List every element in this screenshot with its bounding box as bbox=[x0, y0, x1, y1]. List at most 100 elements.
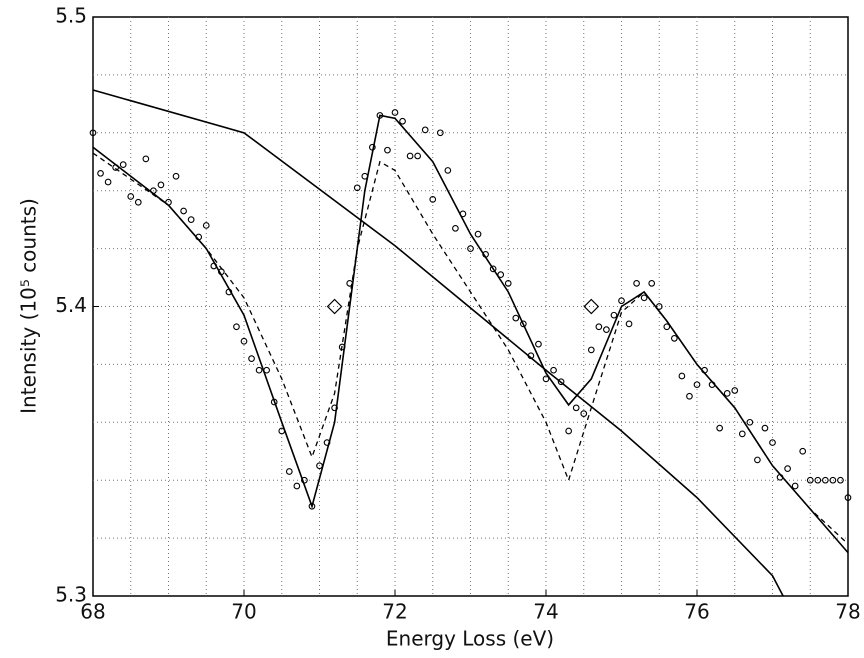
data-point bbox=[633, 279, 640, 287]
data-point bbox=[467, 245, 474, 252]
data-point bbox=[225, 288, 233, 296]
data-point bbox=[821, 476, 829, 484]
data-point bbox=[542, 375, 550, 383]
data-point bbox=[285, 468, 293, 475]
data-point bbox=[89, 129, 97, 137]
data-point bbox=[587, 346, 595, 354]
data-point bbox=[316, 462, 323, 470]
series-line bbox=[92, 114, 849, 554]
data-point bbox=[603, 326, 610, 334]
data-point bbox=[625, 320, 633, 328]
x-axis-title: Energy Loss (eV) bbox=[386, 627, 554, 651]
data-point bbox=[784, 465, 791, 472]
data-point bbox=[618, 297, 625, 305]
data-point bbox=[754, 456, 761, 464]
data-point bbox=[293, 482, 301, 490]
y-axis-title: Intensity (10⁵ counts) bbox=[17, 198, 41, 414]
data-point bbox=[837, 476, 844, 484]
data-point bbox=[746, 418, 754, 426]
data-point bbox=[723, 390, 731, 397]
data-point bbox=[218, 268, 225, 276]
data-point bbox=[769, 439, 776, 446]
data-point bbox=[142, 155, 150, 163]
data-point bbox=[716, 424, 724, 432]
data-point bbox=[384, 146, 391, 154]
data-point bbox=[210, 262, 218, 270]
data-point bbox=[338, 343, 346, 351]
data-point bbox=[263, 366, 271, 374]
data-point bbox=[323, 439, 331, 446]
y-tick-label: 5.4 bbox=[55, 293, 87, 317]
data-point bbox=[369, 143, 376, 151]
data-point bbox=[346, 279, 354, 287]
x-tick-label: 68 bbox=[80, 600, 105, 624]
diamond-marker bbox=[326, 298, 343, 315]
data-point bbox=[678, 372, 686, 380]
data-point bbox=[693, 381, 701, 389]
data-point bbox=[701, 366, 708, 374]
data-point bbox=[353, 184, 361, 192]
data-point bbox=[497, 271, 505, 279]
data-point bbox=[844, 494, 852, 501]
data-point bbox=[829, 476, 837, 484]
data-point bbox=[806, 476, 814, 484]
data-point bbox=[399, 117, 406, 125]
data-point bbox=[640, 294, 648, 302]
data-point bbox=[104, 178, 112, 186]
data-point bbox=[738, 430, 746, 438]
data-point bbox=[708, 381, 716, 389]
data-point bbox=[452, 224, 459, 232]
data-point bbox=[655, 303, 663, 310]
data-point bbox=[195, 233, 203, 241]
data-point bbox=[535, 340, 542, 348]
x-tick-label: 74 bbox=[533, 600, 558, 624]
data-point bbox=[301, 476, 308, 484]
y-tick-label: 5.3 bbox=[55, 583, 87, 607]
data-point bbox=[150, 187, 157, 195]
data-point bbox=[686, 392, 693, 400]
data-point bbox=[127, 193, 135, 200]
data-point bbox=[519, 320, 527, 328]
series-line bbox=[92, 89, 784, 597]
data-point bbox=[565, 427, 573, 435]
data-point bbox=[663, 323, 671, 331]
data-point bbox=[557, 378, 565, 386]
data-point bbox=[761, 424, 769, 432]
data-point bbox=[731, 387, 739, 394]
data-point bbox=[414, 152, 422, 160]
data-point bbox=[172, 172, 180, 180]
data-point bbox=[504, 279, 512, 287]
data-point bbox=[489, 265, 497, 273]
data-point bbox=[512, 314, 520, 322]
data-point bbox=[572, 404, 580, 412]
data-point bbox=[791, 482, 799, 490]
data-point bbox=[670, 334, 678, 342]
data-point bbox=[648, 279, 656, 287]
data-point bbox=[482, 251, 489, 258]
data-point bbox=[248, 355, 255, 362]
data-point bbox=[255, 366, 263, 374]
data-point bbox=[331, 404, 338, 412]
data-point bbox=[580, 410, 588, 417]
data-point bbox=[459, 210, 467, 218]
series-line bbox=[92, 152, 849, 545]
data-point bbox=[814, 476, 822, 484]
diamond-marker bbox=[583, 298, 600, 315]
data-point bbox=[157, 181, 165, 189]
data-point bbox=[527, 352, 535, 360]
data-point bbox=[474, 230, 482, 238]
x-tick-label: 72 bbox=[382, 600, 407, 624]
data-point bbox=[112, 164, 119, 171]
x-tick-label: 76 bbox=[684, 600, 709, 624]
data-point bbox=[610, 311, 618, 319]
data-point bbox=[406, 152, 414, 160]
x-tick-label: 78 bbox=[835, 600, 860, 624]
data-point bbox=[421, 126, 429, 134]
data-point bbox=[119, 161, 127, 168]
data-point bbox=[278, 427, 286, 435]
data-point bbox=[270, 398, 278, 406]
data-point bbox=[97, 169, 104, 177]
data-point bbox=[444, 167, 452, 174]
x-tick-label: 70 bbox=[231, 600, 256, 624]
data-point bbox=[776, 473, 784, 481]
